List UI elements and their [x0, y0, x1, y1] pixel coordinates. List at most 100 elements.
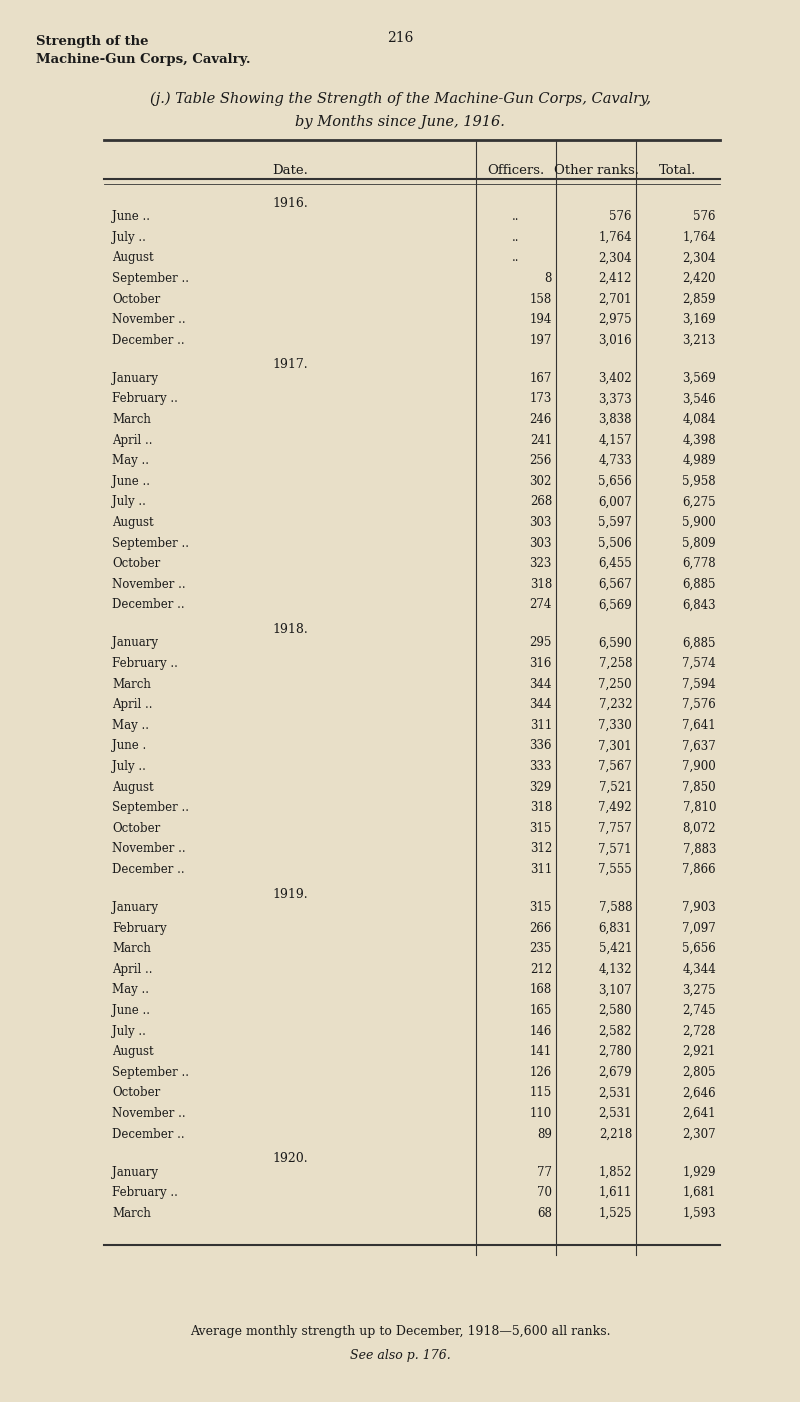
Text: 2,218: 2,218: [598, 1127, 632, 1140]
Text: 1,525: 1,525: [598, 1207, 632, 1220]
Text: 5,809: 5,809: [682, 537, 716, 550]
Text: November ..: November ..: [112, 1108, 186, 1120]
Text: 576: 576: [694, 210, 716, 223]
Text: October: October: [112, 822, 160, 834]
Text: See also p. 176.: See also p. 176.: [350, 1349, 450, 1361]
Text: 315: 315: [530, 901, 552, 914]
Text: 167: 167: [530, 372, 552, 386]
Text: 1,593: 1,593: [682, 1207, 716, 1220]
Text: 2,780: 2,780: [598, 1044, 632, 1059]
Text: 316: 316: [530, 658, 552, 670]
Text: 165: 165: [530, 1004, 552, 1016]
Text: 323: 323: [530, 557, 552, 571]
Text: 6,590: 6,590: [598, 637, 632, 649]
Text: 7,492: 7,492: [598, 801, 632, 815]
Text: 6,567: 6,567: [598, 578, 632, 590]
Text: 7,301: 7,301: [598, 739, 632, 753]
Text: 336: 336: [530, 739, 552, 753]
Text: December ..: December ..: [112, 1127, 185, 1140]
Text: 5,656: 5,656: [598, 475, 632, 488]
Text: 6,843: 6,843: [682, 599, 716, 611]
Text: 110: 110: [530, 1108, 552, 1120]
Text: 7,567: 7,567: [598, 760, 632, 773]
Text: 2,580: 2,580: [598, 1004, 632, 1016]
Text: 7,850: 7,850: [682, 781, 716, 794]
Text: 6,831: 6,831: [598, 921, 632, 935]
Text: 7,594: 7,594: [682, 677, 716, 691]
Text: 194: 194: [530, 313, 552, 327]
Text: 6,569: 6,569: [598, 599, 632, 611]
Text: June ..: June ..: [112, 210, 150, 223]
Text: 146: 146: [530, 1025, 552, 1037]
Text: 2,420: 2,420: [682, 272, 716, 285]
Text: May ..: May ..: [112, 719, 149, 732]
Text: 6,275: 6,275: [682, 495, 716, 509]
Text: 312: 312: [530, 843, 552, 855]
Text: December ..: December ..: [112, 599, 185, 611]
Text: September ..: September ..: [112, 1066, 189, 1078]
Text: 1,852: 1,852: [598, 1165, 632, 1179]
Text: 89: 89: [537, 1127, 552, 1140]
Text: 1919.: 1919.: [272, 887, 308, 900]
Text: 344: 344: [530, 698, 552, 711]
Text: by Months since June, 1916.: by Months since June, 1916.: [295, 115, 505, 129]
Text: October: October: [112, 293, 160, 306]
Text: June ..: June ..: [112, 475, 150, 488]
Text: 4,989: 4,989: [682, 454, 716, 467]
Text: October: October: [112, 1087, 160, 1099]
Text: June .: June .: [112, 739, 146, 753]
Text: 2,531: 2,531: [598, 1108, 632, 1120]
Text: 7,521: 7,521: [598, 781, 632, 794]
Text: 268: 268: [530, 495, 552, 509]
Text: September ..: September ..: [112, 537, 189, 550]
Text: 2,728: 2,728: [682, 1025, 716, 1037]
Text: 3,402: 3,402: [598, 372, 632, 386]
Text: 8: 8: [545, 272, 552, 285]
Text: August: August: [112, 516, 154, 529]
Text: 7,866: 7,866: [682, 864, 716, 876]
Text: 126: 126: [530, 1066, 552, 1078]
Text: March: March: [112, 1207, 151, 1220]
Text: 4,157: 4,157: [598, 433, 632, 447]
Text: 329: 329: [530, 781, 552, 794]
Text: 1,764: 1,764: [598, 231, 632, 244]
Text: 3,016: 3,016: [598, 334, 632, 346]
Text: 1916.: 1916.: [272, 196, 308, 210]
Text: February ..: February ..: [112, 393, 178, 405]
Text: 212: 212: [530, 963, 552, 976]
Text: 295: 295: [530, 637, 552, 649]
Text: January: January: [112, 1165, 158, 1179]
Text: 2,307: 2,307: [682, 1127, 716, 1140]
Text: 318: 318: [530, 801, 552, 815]
Text: 2,859: 2,859: [682, 293, 716, 306]
Text: 3,107: 3,107: [598, 983, 632, 997]
Text: 2,304: 2,304: [598, 251, 632, 265]
Text: 2,745: 2,745: [682, 1004, 716, 1016]
Text: 5,506: 5,506: [598, 537, 632, 550]
Text: 3,213: 3,213: [682, 334, 716, 346]
Text: 7,883: 7,883: [682, 843, 716, 855]
Text: 1,681: 1,681: [682, 1186, 716, 1199]
Text: 315: 315: [530, 822, 552, 834]
Text: 4,084: 4,084: [682, 414, 716, 426]
Text: 303: 303: [530, 537, 552, 550]
Text: 311: 311: [530, 864, 552, 876]
Text: 235: 235: [530, 942, 552, 955]
Text: 2,304: 2,304: [682, 251, 716, 265]
Text: 2,412: 2,412: [598, 272, 632, 285]
Text: 115: 115: [530, 1087, 552, 1099]
Text: Strength of the
Machine-Gun Corps, Cavalry.: Strength of the Machine-Gun Corps, Caval…: [36, 35, 250, 66]
Text: 2,805: 2,805: [682, 1066, 716, 1078]
Text: 6,455: 6,455: [598, 557, 632, 571]
Text: 1918.: 1918.: [272, 622, 308, 637]
Text: 5,597: 5,597: [598, 516, 632, 529]
Text: 70: 70: [537, 1186, 552, 1199]
Text: 7,903: 7,903: [682, 901, 716, 914]
Text: October: October: [112, 557, 160, 571]
Text: 158: 158: [530, 293, 552, 306]
Text: February ..: February ..: [112, 1186, 178, 1199]
Text: 303: 303: [530, 516, 552, 529]
Text: August: August: [112, 1044, 154, 1059]
Text: 4,733: 4,733: [598, 454, 632, 467]
Text: December ..: December ..: [112, 864, 185, 876]
